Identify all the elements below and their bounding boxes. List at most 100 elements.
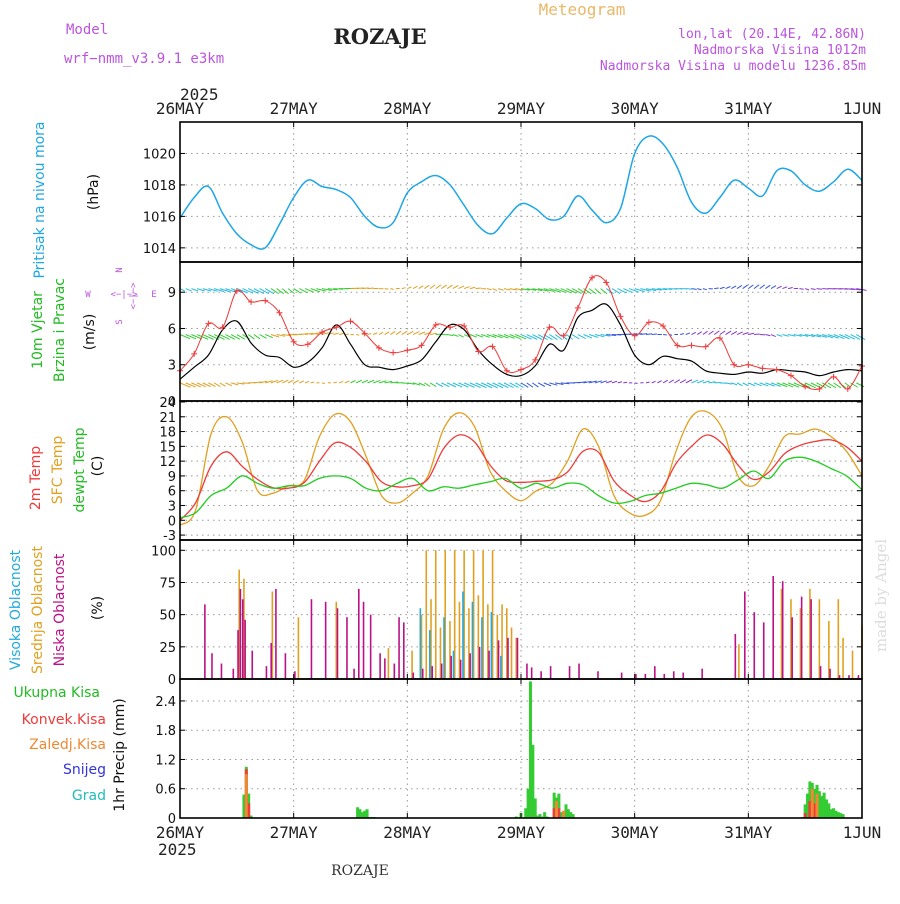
product-title: Meteogram [539, 0, 626, 19]
x-tick-label-top: 1JUN [843, 99, 882, 118]
cloud-unit: (%) [90, 596, 106, 620]
wind-arrow [351, 381, 356, 383]
wind-arrow [532, 383, 538, 387]
x-tick-label-top: 30MAY [611, 99, 660, 118]
pressure-point [776, 170, 777, 171]
wind-arrow [430, 333, 437, 334]
wind-arrow [748, 285, 753, 289]
y-tick-label: 50 [159, 609, 176, 624]
pressure-point [620, 208, 621, 209]
pressure-point [677, 167, 678, 168]
y-tick-label: -3 [163, 529, 176, 544]
wind-arrow [402, 288, 406, 289]
y-tick-label: 100 [151, 544, 176, 559]
pressure-point [250, 244, 251, 245]
model-value: wrf−nmm_v3.9.1 e3km [64, 51, 224, 67]
wind-arrow [373, 333, 377, 335]
wind-speed-point [774, 367, 780, 373]
wind-speed-point [447, 324, 453, 330]
temp-title: 2m Temp [28, 446, 44, 510]
station-elevation: Nadmorska Visina 1012m [694, 43, 866, 58]
wind-speed-point [220, 324, 226, 330]
wind-speed-point [575, 305, 581, 311]
station-title: ROZAJE [333, 24, 426, 49]
y-tick-label: 6 [168, 485, 176, 500]
wind-arrow [333, 382, 337, 383]
wind-speed-point [617, 313, 623, 319]
y-tick-label: 2.4 [155, 695, 176, 710]
wind-arrow [771, 286, 776, 289]
y-tick-label: 3 [168, 359, 176, 374]
wind-arrow [345, 381, 350, 383]
wind-arrow [356, 380, 362, 383]
pressure-point [506, 217, 507, 218]
wind-arrow [186, 335, 196, 339]
wind-arrow [726, 331, 731, 334]
wind-arrow [180, 383, 190, 387]
wind-arrow [731, 331, 737, 334]
wind-arrow [424, 285, 429, 288]
bottom-year: 2025 [158, 840, 197, 859]
y-tick-label: 0 [168, 514, 176, 529]
y-tick-label: 25 [159, 641, 176, 656]
pressure-point [492, 233, 493, 234]
pressure-unit: (hPa) [86, 174, 102, 210]
wind-arrow [737, 332, 743, 335]
compass-south-label: S [115, 319, 125, 324]
precip-total-bar [534, 798, 537, 818]
wind-arrow [305, 381, 309, 382]
wind-speed-point [689, 342, 695, 348]
wind-arrow [623, 382, 627, 383]
wind-arrow [777, 335, 782, 337]
wind-arrow [680, 334, 684, 335]
wind-arrow [220, 335, 230, 340]
precip-frozen-title: Zaledj.Kisa [29, 737, 106, 753]
wind-arrow [299, 381, 304, 383]
wind-arrow [487, 289, 492, 290]
wind-arrow [498, 335, 508, 339]
wind-arrow [856, 335, 865, 340]
x-tick-label-bottom: 28MAY [383, 823, 432, 842]
wind-arrow [726, 287, 731, 289]
pressure-point [307, 180, 308, 181]
wind-speed-point [390, 350, 396, 356]
pressure-point [563, 216, 564, 217]
wind-subtitle: Brzina i Pravac [52, 278, 68, 382]
x-tick-label-top: 28MAY [383, 99, 432, 118]
x-tick-label-top: 29MAY [497, 99, 546, 118]
wind-arrow [362, 380, 368, 383]
wind-arrow [322, 383, 325, 384]
wind-speed-point [816, 386, 822, 392]
wind-arrow [430, 383, 436, 387]
wind-arrow [458, 335, 463, 338]
wind-arrow [498, 383, 508, 388]
wind-arrow [396, 331, 401, 334]
pressure-point [648, 136, 649, 137]
wind-arrow [714, 288, 719, 289]
coordinates: lon,lat (20.14E, 42.86N) [678, 27, 866, 42]
pressure-point [691, 202, 692, 203]
wind-arrow [743, 285, 748, 289]
wind-arrow [811, 289, 816, 290]
wind-arrow [254, 289, 264, 294]
model-elevation: Nadmorska Visina u modelu 1236.85m [600, 59, 866, 74]
wind-speed-point [745, 362, 751, 368]
precip-conv-title: Konvek.Kisa [22, 712, 106, 728]
wind-speed-point [703, 344, 709, 350]
y-tick-label: 0.6 [155, 783, 176, 798]
wind-arrow [493, 289, 497, 291]
pressure-point [719, 197, 720, 198]
wind-arrow [612, 381, 617, 383]
wind-arrow [737, 383, 742, 386]
wind-speed-point [760, 365, 766, 371]
watermark: made by Angel [872, 539, 890, 652]
wind-arrow [601, 289, 608, 294]
y-tick-label: 12 [159, 455, 176, 470]
wind-arrow [765, 335, 770, 336]
wind-arrow [856, 383, 864, 387]
wind-arrow [453, 285, 458, 288]
wind-arrow [476, 383, 487, 388]
pressure-point [435, 175, 436, 176]
wind-arrow [782, 335, 788, 337]
